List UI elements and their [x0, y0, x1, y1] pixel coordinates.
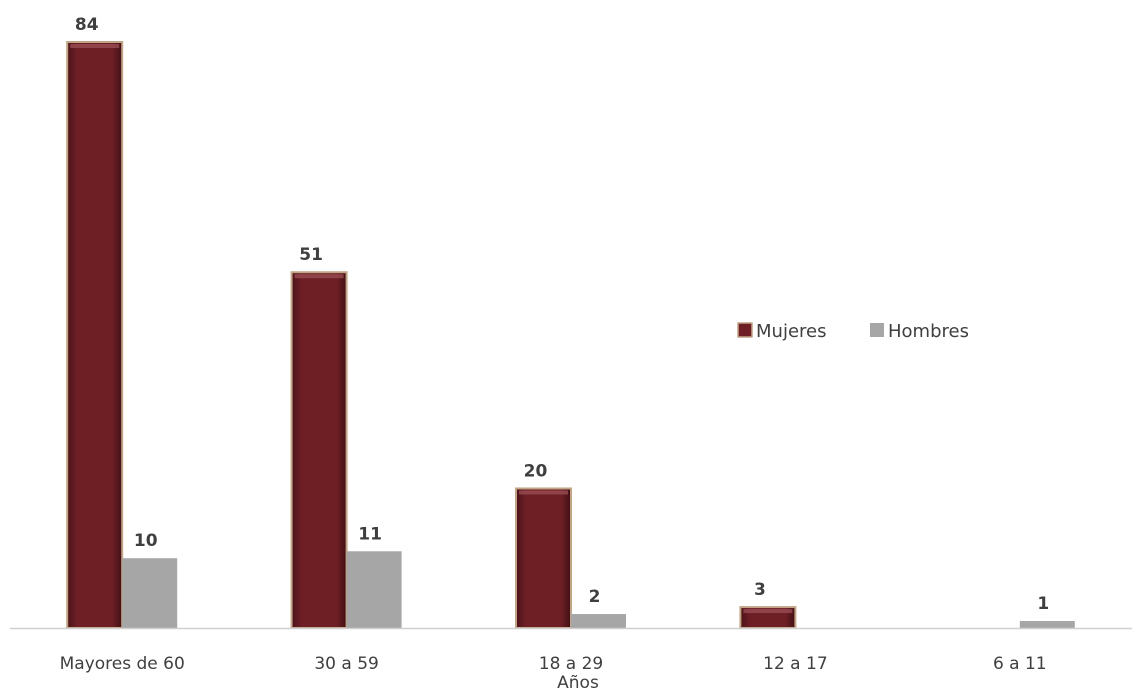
- bar-mujeres-highlight-0: [70, 44, 120, 48]
- category-label-0: Mayores de 60: [60, 654, 185, 674]
- bar-hombres-0: [122, 558, 178, 628]
- legend-label-mujeres: Mujeres: [756, 321, 826, 342]
- category-label-1: 30 a 59: [314, 654, 379, 674]
- bars-layer: [66, 41, 1075, 629]
- data-labels-layer: 84 10 51 11 20 2 3 1: [75, 15, 1049, 614]
- data-label-hombres-4: 1: [1037, 594, 1049, 614]
- legend-label-hombres: Hombres: [888, 321, 969, 342]
- legend-swatch-hombres: [870, 323, 884, 337]
- bar-mujeres-1: [290, 271, 348, 629]
- legend: Mujeres Hombres: [737, 321, 969, 342]
- category-label-3: 12 a 17: [763, 654, 828, 674]
- data-label-mujeres-1: 51: [299, 245, 323, 265]
- legend-swatch-mujeres: [737, 322, 753, 338]
- bar-mujeres-2: [515, 487, 572, 629]
- data-label-hombres-1: 11: [358, 524, 382, 544]
- data-label-mujeres-3: 3: [754, 580, 766, 600]
- bar-mujeres-highlight-1: [294, 274, 344, 279]
- category-label-2: 18 a 29: [539, 654, 604, 674]
- x-axis-title: Años: [557, 673, 599, 692]
- bar-hombres-2: [571, 614, 626, 628]
- data-label-mujeres-2: 20: [524, 461, 548, 481]
- data-label-mujeres-0: 84: [75, 15, 99, 35]
- category-label-4: 6 a 11: [993, 654, 1047, 674]
- data-label-hombres-0: 10: [134, 531, 158, 551]
- bar-hombres-1: [346, 551, 402, 628]
- bar-hombres-4: [1019, 621, 1075, 628]
- bar-mujeres-highlight-2: [519, 490, 568, 495]
- data-label-hombres-2: 2: [589, 587, 601, 607]
- bar-mujeres-highlight-3: [743, 609, 793, 614]
- category-labels-layer: Mayores de 60 30 a 59 18 a 29 12 a 17 6 a 11: [60, 654, 1047, 674]
- bar-mujeres-0: [66, 41, 124, 629]
